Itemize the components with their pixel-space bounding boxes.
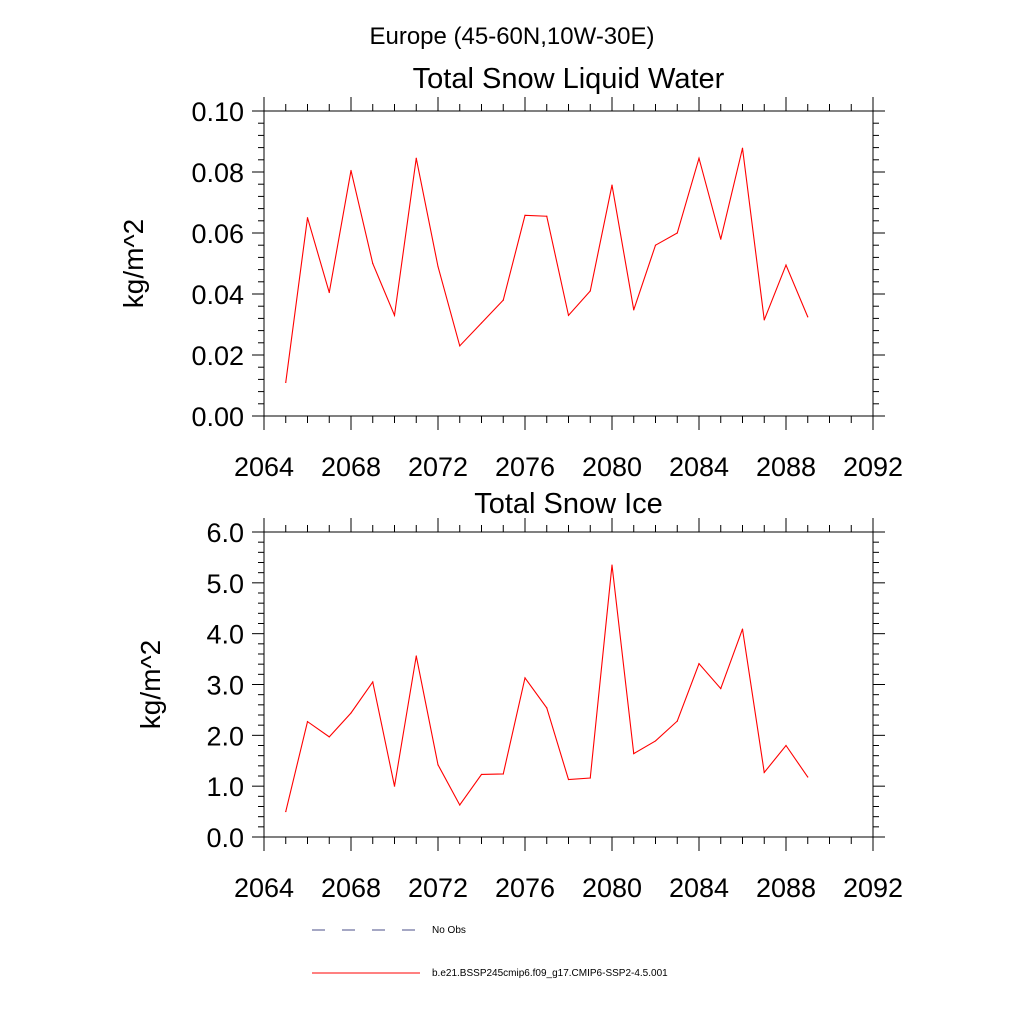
data-point — [328, 736, 330, 738]
data-point — [589, 290, 591, 292]
panel-snow-ice: Total Snow Ice 0.0 1.0 2.0 3.0 4.0 5.0 6.0 2064 2… — [135, 488, 903, 903]
series-line — [285, 564, 809, 812]
chart-title: Total Snow Liquid Water — [413, 63, 725, 95]
y-tick-label: 3.0 — [206, 671, 244, 701]
legend: No Obs b.e21.BSSP245cmip6.f09_g17.CMIP6-… — [312, 925, 668, 979]
data-point — [480, 322, 483, 324]
y-tick-label: 0.00 — [191, 402, 244, 432]
data-point — [567, 778, 570, 781]
data-point — [415, 157, 417, 159]
y-tick-label: 0.08 — [191, 158, 244, 188]
x-tick-label: 2076 — [495, 452, 555, 482]
y-tick-label: 4.0 — [206, 620, 244, 650]
data-point — [459, 345, 461, 347]
data-point — [546, 215, 548, 217]
y-axis-label: kg/m^2 — [135, 640, 166, 729]
data-point — [611, 564, 613, 566]
data-point — [285, 810, 287, 813]
y-axis-label: kg/m^2 — [118, 219, 149, 308]
y-tick-label: 6.0 — [206, 518, 244, 548]
data-point — [633, 753, 635, 755]
data-point — [524, 677, 526, 679]
data-point — [676, 720, 678, 722]
y-tick-label: 0.04 — [191, 280, 244, 310]
x-tick-label: 2080 — [582, 873, 642, 903]
data-point — [654, 740, 657, 742]
x-tick-label: 2088 — [756, 452, 816, 482]
data-point — [306, 217, 309, 219]
data-point — [393, 785, 396, 787]
figure-suptitle: Europe (45-60N,10W-30E) — [369, 23, 654, 50]
x-tick-label: 2080 — [582, 452, 642, 482]
data-point — [698, 663, 700, 665]
data-point — [285, 381, 287, 384]
data-point — [611, 184, 613, 186]
legend-label-no-obs: No Obs — [432, 925, 466, 936]
data-point — [589, 777, 591, 779]
y-tick-label: 0.02 — [191, 341, 244, 371]
data-point — [306, 721, 309, 723]
data-point — [437, 764, 439, 766]
data-point — [633, 309, 635, 311]
data-point — [328, 291, 330, 294]
data-point — [720, 687, 722, 690]
data-point — [502, 773, 504, 775]
x-tick-label: 2072 — [408, 452, 468, 482]
data-point — [807, 316, 809, 318]
plot-frame — [263, 531, 874, 838]
x-tick-label: 2064 — [234, 873, 294, 903]
legend-label-model-run: b.e21.BSSP245cmip6.f09_g17.CMIP6-SSP2-4.… — [432, 968, 668, 979]
data-point — [763, 771, 765, 774]
data-point — [741, 628, 744, 630]
data-point — [763, 319, 765, 321]
data-point — [698, 157, 700, 159]
data-point — [720, 238, 722, 240]
x-tick-label: 2064 — [234, 452, 294, 482]
data-point — [393, 314, 396, 316]
y-tick-label: 1.0 — [206, 772, 244, 802]
data-point — [785, 744, 787, 747]
y-tick-label: 0.0 — [206, 823, 244, 853]
x-tick-label: 2084 — [669, 452, 729, 482]
x-tick-label: 2088 — [756, 873, 816, 903]
x-tick-label: 2092 — [843, 873, 903, 903]
data-point — [654, 244, 657, 246]
data-point — [459, 804, 461, 806]
data-point — [350, 712, 352, 714]
plot-frame — [263, 110, 874, 417]
data-point — [372, 262, 374, 265]
data-point — [785, 264, 787, 266]
data-point — [546, 707, 548, 709]
data-point — [437, 265, 439, 268]
x-tick-label: 2068 — [321, 452, 381, 482]
x-tick-label: 2092 — [843, 452, 903, 482]
panel-snow-liquid-water: Total Snow Liquid Water 0.00 0.02 0.04 0.06 0… — [118, 63, 903, 482]
y-tick-label: 0.06 — [191, 219, 244, 249]
x-tick-label: 2072 — [408, 873, 468, 903]
x-tick-label: 2084 — [669, 873, 729, 903]
y-tick-label: 0.10 — [191, 97, 244, 127]
y-tick-label: 2.0 — [206, 721, 244, 751]
data-point — [567, 314, 570, 316]
data-point — [350, 169, 352, 172]
data-point — [415, 655, 417, 657]
data-point — [372, 681, 374, 683]
data-point — [741, 147, 744, 149]
y-tick-label: 5.0 — [206, 569, 244, 599]
data-point — [807, 776, 809, 778]
chart-title: Total Snow Ice — [474, 488, 663, 520]
series-line — [285, 148, 809, 383]
data-point — [524, 214, 526, 216]
x-tick-label: 2076 — [495, 873, 555, 903]
x-tick-label: 2068 — [321, 873, 381, 903]
data-point — [502, 299, 504, 301]
data-point — [480, 773, 483, 776]
data-point — [676, 232, 678, 234]
